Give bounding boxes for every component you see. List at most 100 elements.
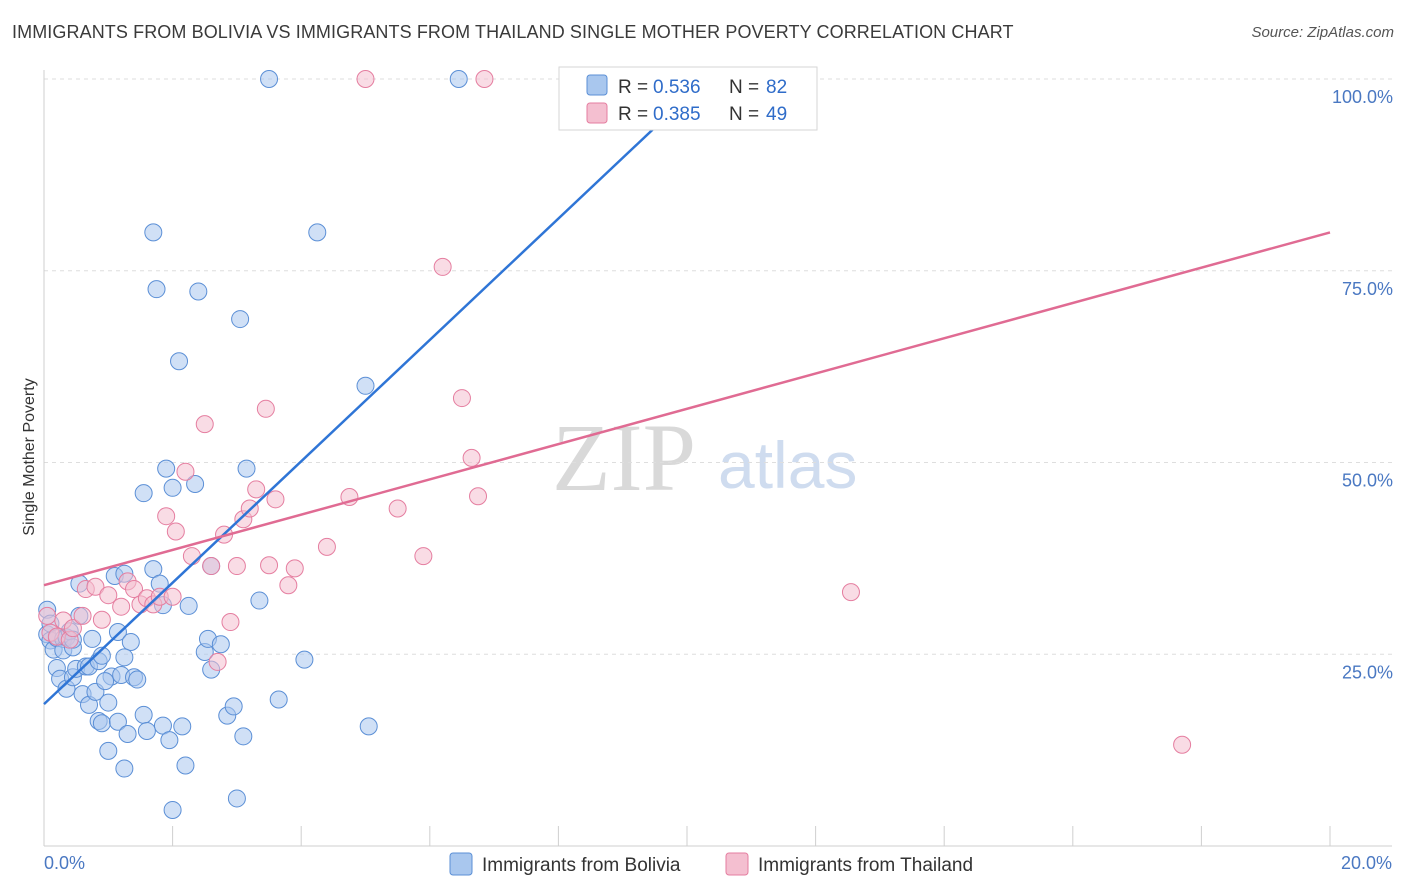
chart-source: Source: ZipAtlas.com: [1251, 24, 1394, 41]
data-point: [99, 586, 118, 605]
data-point: [295, 650, 314, 669]
data-point: [147, 280, 166, 299]
data-point: [63, 619, 82, 638]
data-point: [170, 352, 189, 371]
data-point: [469, 487, 488, 506]
data-point: [221, 613, 240, 632]
data-point: [112, 597, 131, 616]
data-point: [279, 576, 298, 595]
data-point: [163, 478, 182, 497]
data-point: [92, 646, 111, 665]
data-point: [86, 577, 105, 596]
axes: [43, 70, 1392, 847]
series-bolivia-points: [38, 70, 468, 819]
y-axis-tick-labels: 25.0% 50.0% 75.0% 100.0%: [1332, 87, 1393, 682]
data-point: [157, 507, 176, 526]
data-point: [227, 789, 246, 808]
data-point: [250, 591, 269, 610]
data-point: [160, 731, 179, 750]
data-point: [285, 559, 304, 578]
data-point: [96, 672, 115, 691]
data-point: [125, 580, 144, 599]
chart-title: IMMIGRANTS FROM BOLIVIA VS IMMIGRANTS FR…: [12, 22, 1014, 42]
data-point: [841, 583, 860, 602]
data-point: [195, 415, 214, 434]
data-point: [414, 547, 433, 566]
stats-legend: R = 0.536 N = 82 R = 0.385 N = 49: [558, 66, 818, 131]
data-point: [269, 690, 288, 709]
data-point: [227, 557, 246, 576]
data-point: [211, 635, 230, 654]
data-point: [182, 547, 201, 566]
data-point: [247, 480, 266, 499]
data-point: [433, 257, 452, 276]
data-point: [176, 756, 195, 775]
gridlines: [44, 78, 1392, 655]
stats-legend-r-thailand: 0.385: [653, 104, 701, 125]
data-point: [208, 652, 227, 671]
data-point: [166, 522, 185, 541]
trendline-bolivia: [43, 78, 708, 706]
stats-legend-r-bolivia: 0.536: [653, 77, 701, 98]
data-point: [202, 557, 221, 576]
data-point: [260, 70, 279, 88]
data-point: [99, 693, 118, 712]
data-point: [144, 223, 163, 242]
y-tick-label: 50.0%: [1342, 471, 1393, 491]
y-tick-label: 75.0%: [1342, 279, 1393, 299]
data-point: [99, 741, 118, 760]
data-point: [186, 474, 205, 493]
data-point: [475, 70, 494, 88]
data-point: [115, 648, 134, 667]
watermark-zip: ZIP: [552, 404, 696, 511]
data-point: [224, 697, 243, 716]
stats-legend-swatch-bolivia: [586, 74, 608, 96]
data-point: [118, 725, 137, 744]
data-point: [157, 459, 176, 478]
data-point: [266, 490, 285, 509]
data-point: [108, 623, 127, 642]
y-tick-label: 25.0%: [1342, 662, 1393, 682]
data-point: [356, 70, 375, 88]
data-point: [108, 712, 127, 731]
data-point: [356, 376, 375, 395]
data-point: [73, 606, 92, 625]
data-point: [179, 596, 198, 615]
data-point: [173, 717, 192, 736]
watermark-atlas: atlas: [718, 428, 857, 502]
data-point: [388, 499, 407, 518]
data-point: [231, 310, 250, 329]
data-point: [163, 800, 182, 819]
data-point: [134, 484, 153, 503]
stats-legend-n-label-thailand: N =: [729, 104, 759, 125]
data-point: [260, 556, 279, 575]
series-legend: Immigrants from Bolivia Immigrants from …: [449, 852, 973, 876]
stats-legend-swatch-thailand: [586, 102, 608, 124]
x-tick-label-min: 0.0%: [44, 853, 85, 873]
x-axis-ticks: [43, 826, 1331, 846]
data-point: [1173, 735, 1192, 754]
data-point: [462, 448, 481, 467]
series-legend-label-bolivia: Immigrants from Bolivia: [482, 855, 681, 876]
y-tick-label: 100.0%: [1332, 87, 1393, 107]
data-point: [234, 727, 253, 746]
data-point: [121, 632, 140, 651]
series-legend-swatch-thailand: [725, 852, 749, 876]
data-point: [92, 714, 111, 733]
series-legend-swatch-bolivia: [449, 852, 473, 876]
stats-legend-n-thailand: 49: [766, 104, 787, 125]
stats-legend-r-label-thailand: R =: [618, 104, 648, 125]
x-tick-label-max: 20.0%: [1341, 853, 1392, 873]
series-legend-label-thailand: Immigrants from Thailand: [758, 855, 973, 876]
data-point: [115, 759, 134, 778]
data-point: [134, 705, 153, 724]
stats-legend-r-label-bolivia: R =: [618, 77, 648, 98]
y-axis-label: Single Mother Poverty: [21, 378, 38, 535]
data-point: [452, 389, 471, 408]
data-point: [83, 629, 102, 648]
stats-legend-n-bolivia: 82: [766, 77, 787, 98]
trendline-thailand: [43, 231, 1331, 587]
data-point: [308, 223, 327, 242]
data-point: [256, 399, 275, 418]
